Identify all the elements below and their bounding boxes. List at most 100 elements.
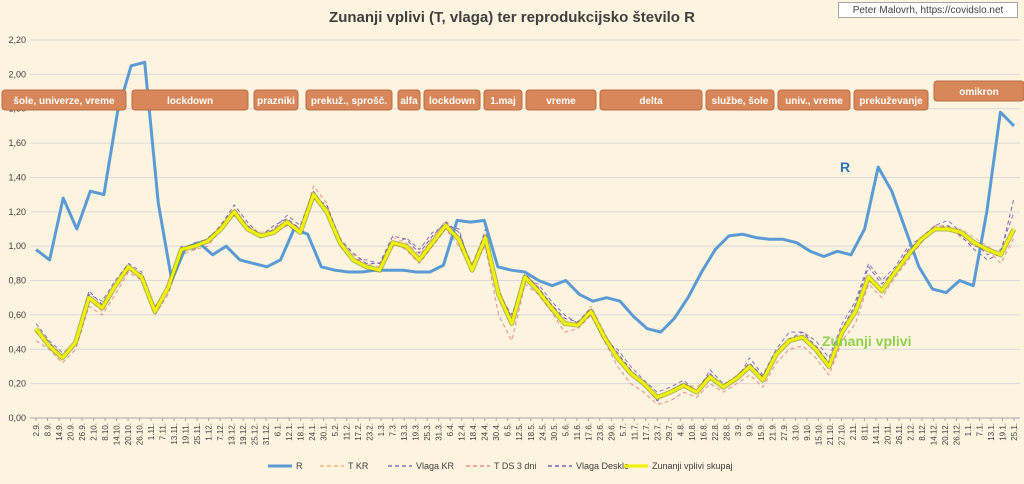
y-tick-label: 0,40 [8, 344, 26, 354]
phase-label: alfa [400, 96, 418, 107]
legend-label: R [296, 461, 303, 471]
legend-label: T DS 3 dni [494, 461, 536, 471]
x-tick-label: 30.5. [550, 423, 559, 441]
y-tick-label: 0,60 [8, 310, 26, 320]
x-tick-label: 31.12. [262, 423, 271, 445]
phase-label: prazniki [257, 96, 295, 107]
x-tick-label: 17.2. [354, 423, 363, 441]
y-tick-label: 1,60 [8, 138, 26, 148]
series-line-vlaga-deskle [35, 197, 1015, 402]
x-tick-label: 10.8. [688, 423, 697, 441]
x-tick-label: 26.11. [895, 423, 904, 445]
x-tick-label: 24.1. [308, 423, 317, 441]
annotation-zunanji-vplivi: Zunanji vplivi [822, 333, 911, 349]
x-tick-label: 7.3. [389, 423, 398, 436]
x-tick-label: 11.2. [343, 423, 352, 440]
x-tick-label: 7.11. [159, 423, 168, 440]
phase-box [1, 89, 127, 111]
phase-box [777, 89, 851, 111]
x-tick-label: 1.12. [205, 423, 214, 441]
x-tick-label: 23.2. [366, 423, 375, 441]
x-tick-label: 30.1. [320, 423, 329, 441]
x-tick-label: 15.10. [814, 423, 823, 445]
x-tick-label: 24.5. [538, 423, 547, 441]
x-tick-label: 20.9. [67, 423, 76, 441]
x-tick-label: 28.8. [722, 423, 731, 441]
x-tick-label: 14.12. [929, 423, 938, 445]
x-tick-label: 14.10. [113, 423, 122, 445]
x-tick-label: 13.12. [228, 423, 237, 445]
x-tick-label: 16.8. [699, 423, 708, 441]
x-tick-label: 23.6. [596, 423, 605, 441]
x-tick-label: 13.3. [400, 423, 409, 441]
x-tick-label: 6.5. [504, 423, 513, 436]
x-tick-label: 17.6. [584, 423, 593, 441]
x-tick-label: 12.1. [285, 423, 294, 441]
phase-box [525, 89, 597, 111]
y-tick-label: 2,00 [8, 69, 26, 79]
x-tick-label: 3.10. [791, 423, 800, 441]
x-tick-label: 11.6. [573, 423, 582, 440]
phase-label: omikron [959, 87, 998, 98]
phase-box [423, 89, 481, 111]
x-tick-label: 7.12. [216, 423, 225, 441]
annotation-r: R [840, 159, 850, 175]
x-tick-label: 12.5. [515, 423, 524, 441]
x-tick-label: 12.4. [458, 423, 467, 441]
phase-box [705, 89, 775, 111]
x-tick-label: 1.1. [964, 423, 973, 436]
y-tick-label: 1,00 [8, 241, 26, 251]
y-tick-label: 1,40 [8, 172, 26, 182]
x-tick-label: 23.7. [653, 423, 662, 441]
x-tick-label: 19.12. [239, 423, 248, 445]
y-tick-label: 0,80 [8, 276, 26, 286]
legend-label: Zunanji vplivi skupaj [652, 461, 733, 471]
x-tick-label: 18.5. [527, 423, 536, 441]
x-tick-label: 9.9. [745, 423, 754, 436]
y-tick-label: 0,20 [8, 379, 26, 389]
x-tick-label: 2.9. [32, 423, 41, 436]
x-tick-label: 18.1. [297, 423, 306, 441]
x-tick-label: 21.10. [826, 423, 835, 445]
x-tick-label: 20.10. [124, 423, 133, 445]
x-tick-label: 21.9. [768, 423, 777, 441]
phase-box [853, 89, 929, 111]
phase-box [397, 89, 421, 111]
y-tick-label: 2,20 [8, 35, 26, 45]
phase-label: lockdown [167, 96, 213, 107]
x-tick-label: 6.4. [446, 423, 455, 436]
x-tick-label: 5.6. [561, 423, 570, 436]
series-line-zunanji-vplivi-skupaj [34, 193, 1016, 399]
x-tick-label: 30.4. [492, 423, 501, 441]
x-tick-label: 15.9. [757, 423, 766, 441]
phase-box [599, 89, 703, 111]
x-tick-label: 11.7. [630, 423, 639, 440]
x-tick-label: 3.9. [734, 423, 743, 436]
x-tick-label: 7.1. [975, 423, 984, 436]
x-tick-label: 29.7. [665, 423, 674, 441]
legend-label: Vlaga Deskle [576, 461, 629, 471]
x-tick-label: 26.12. [952, 423, 961, 445]
phase-label: univ., vreme [785, 96, 843, 107]
author-credit: Peter Malovrh, https://covidslo.net [838, 2, 1018, 18]
legend-label: Vlaga KR [416, 461, 455, 471]
x-tick-label: 6.1. [274, 423, 283, 436]
x-tick-label: 25.3. [423, 423, 432, 441]
x-tick-label: 5.2. [331, 423, 340, 436]
x-tick-label: 4.8. [676, 423, 685, 436]
x-tick-label: 20.11. [883, 423, 892, 445]
x-tick-label: 2.12. [906, 423, 915, 441]
x-tick-label: 8.11. [860, 423, 869, 440]
x-tick-label: 8.10. [101, 423, 110, 441]
legend-label: T KR [348, 461, 369, 471]
phase-label: 1.maj [490, 96, 516, 107]
x-tick-label: 20.12. [941, 423, 950, 445]
phase-label: prekuž., sprošč. [311, 96, 387, 107]
phase-box [483, 89, 523, 111]
phase-label: prekuževanje [859, 96, 923, 107]
phase-box [131, 89, 249, 111]
x-tick-label: 26.9. [78, 423, 87, 441]
x-tick-label: 2.10. [90, 423, 99, 441]
x-tick-label: 29.6. [607, 423, 616, 441]
x-tick-label: 8.9. [44, 423, 53, 436]
